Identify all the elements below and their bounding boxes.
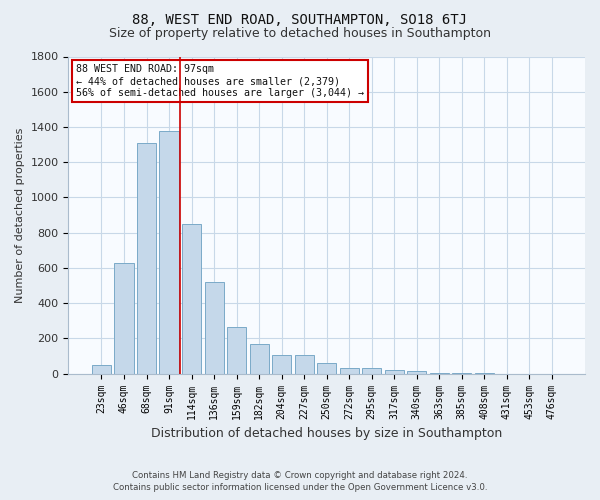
Bar bbox=[430, 373, 449, 374]
Bar bbox=[115, 262, 134, 374]
Text: 88, WEST END ROAD, SOUTHAMPTON, SO18 6TJ: 88, WEST END ROAD, SOUTHAMPTON, SO18 6TJ bbox=[133, 12, 467, 26]
Bar bbox=[385, 370, 404, 374]
X-axis label: Distribution of detached houses by size in Southampton: Distribution of detached houses by size … bbox=[151, 427, 502, 440]
Bar bbox=[452, 373, 472, 374]
Bar bbox=[227, 327, 246, 374]
Text: Size of property relative to detached houses in Southampton: Size of property relative to detached ho… bbox=[109, 28, 491, 40]
Bar bbox=[92, 365, 111, 374]
Bar bbox=[407, 371, 427, 374]
Bar bbox=[272, 355, 291, 374]
Bar bbox=[205, 282, 224, 374]
Text: 88 WEST END ROAD: 97sqm
← 44% of detached houses are smaller (2,379)
56% of semi: 88 WEST END ROAD: 97sqm ← 44% of detache… bbox=[76, 64, 364, 98]
Bar bbox=[317, 363, 336, 374]
Bar bbox=[362, 368, 382, 374]
Bar bbox=[137, 143, 156, 374]
Bar bbox=[250, 344, 269, 374]
Bar bbox=[340, 368, 359, 374]
Bar bbox=[160, 130, 179, 374]
Bar bbox=[182, 224, 201, 374]
Bar bbox=[295, 355, 314, 374]
Y-axis label: Number of detached properties: Number of detached properties bbox=[15, 128, 25, 303]
Text: Contains HM Land Registry data © Crown copyright and database right 2024.
Contai: Contains HM Land Registry data © Crown c… bbox=[113, 471, 487, 492]
